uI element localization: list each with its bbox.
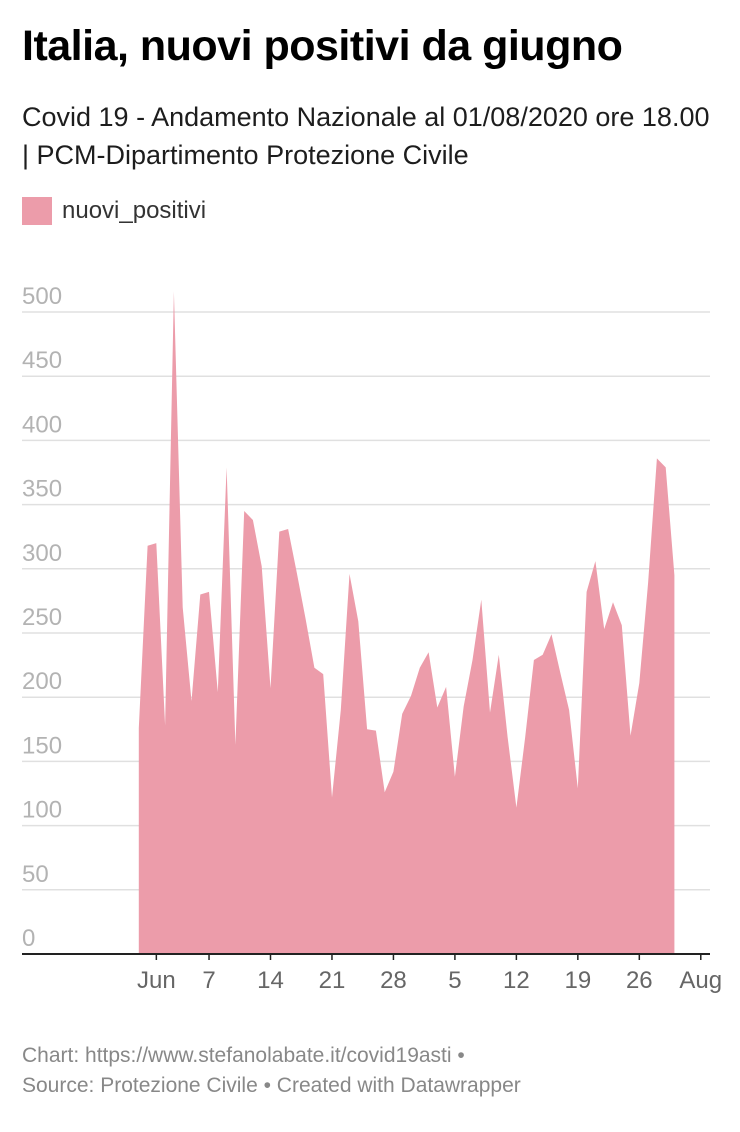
y-tick-label: 50 [22,861,49,888]
gridlines [22,311,710,891]
footer-credit: Chart: https://www.stefanolabate.it/covi… [22,1044,465,1067]
y-tick-label: 150 [22,732,62,759]
x-tick-label: 28 [380,967,407,994]
y-tick-label: 0 [22,925,35,952]
footer-source: Source: Protezione Civile • Created with… [22,1074,521,1097]
y-tick-label: 350 [22,476,62,503]
x-tick-label: 19 [564,967,591,994]
x-tick-label: Jun [137,967,176,994]
x-tick-label: 21 [319,967,346,994]
legend: nuovi_positivi [22,196,206,226]
x-tick-label: 5 [448,967,461,994]
x-tick-label: 12 [503,967,530,994]
y-tick-label: 100 [22,797,62,824]
area-series [138,291,675,954]
chart-subtitle: Covid 19 - Andamento Nazionale al 01/08/… [22,102,710,170]
y-tick-label: 300 [22,540,62,567]
y-tick-label: 500 [22,283,62,310]
x-tick-label: Aug [679,967,722,994]
x-axis: Jun 7 14 21 28 5 12 19 26 Aug [22,953,722,994]
area-chart: 0 50 100 150 200 250 300 350 400 450 500 Jun 7 14 21 2… [22,283,722,994]
y-tick-label: 400 [22,411,62,438]
chart-title: Italia, nuovi positivi da giugno [22,22,623,70]
x-tick-label: 14 [257,967,284,994]
y-tick-label: 250 [22,604,62,631]
x-tick-label: 26 [626,967,653,994]
y-axis-labels: 0 50 100 150 200 250 300 350 400 450 500 [22,283,62,952]
x-tick-label: 7 [202,967,215,994]
legend-swatch [22,197,52,225]
y-tick-label: 450 [22,347,62,374]
footer: Chart: https://www.stefanolabate.it/covi… [22,1041,521,1101]
area-nuovi-positivi [138,291,675,954]
y-tick-label: 200 [22,668,62,695]
legend-label: nuovi_positivi [62,197,207,224]
